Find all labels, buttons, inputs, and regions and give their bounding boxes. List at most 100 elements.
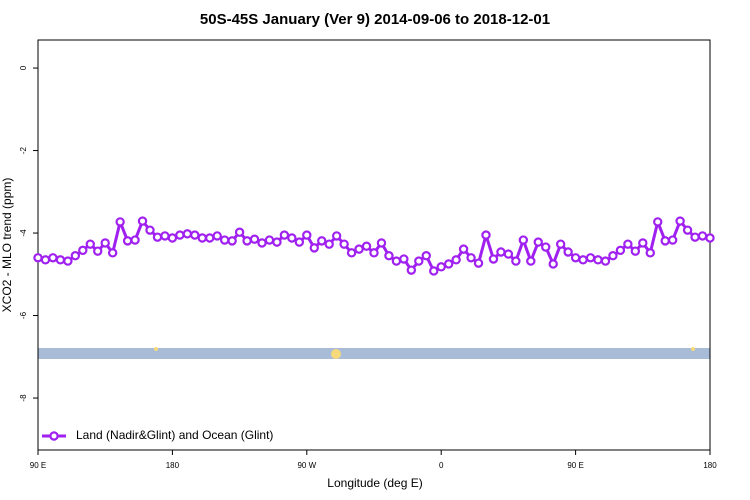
- data-point: [667, 235, 678, 245]
- data-point: [302, 230, 312, 240]
- data-point: [70, 251, 81, 261]
- data-point: [100, 238, 110, 248]
- data-point: [526, 256, 536, 266]
- data-point: [555, 239, 566, 249]
- data-point: [122, 236, 133, 246]
- data-point: [167, 233, 178, 243]
- data-point: [563, 247, 573, 257]
- data-point: [369, 248, 379, 258]
- data-point: [324, 239, 334, 249]
- data-point: [414, 256, 424, 266]
- data-point: [443, 259, 454, 269]
- data-point: [33, 253, 43, 263]
- data-point: [361, 241, 372, 251]
- data-point: [638, 238, 648, 248]
- y-tick-label: 0: [19, 65, 28, 70]
- data-point: [421, 251, 431, 261]
- data-point: [354, 244, 364, 254]
- data-point: [429, 266, 439, 276]
- y-tick-label: -2: [19, 146, 28, 154]
- data-point: [436, 262, 446, 272]
- x-tick-label: 90 E: [567, 461, 583, 470]
- data-point: [205, 233, 215, 243]
- data-point: [249, 234, 260, 244]
- data-point: [391, 256, 402, 266]
- data-point: [541, 242, 551, 252]
- data-point: [451, 255, 461, 265]
- data-point: [645, 248, 655, 258]
- data-point: [152, 232, 163, 242]
- x-tick-label: 180: [166, 461, 180, 470]
- data-point: [331, 231, 342, 241]
- x-tick-label: 180: [703, 461, 717, 470]
- data-point: [481, 230, 491, 240]
- x-tick-label: 0: [439, 461, 444, 470]
- data-point: [660, 236, 670, 246]
- data-point: [190, 230, 200, 240]
- data-point: [242, 236, 252, 246]
- data-point: [287, 233, 297, 243]
- data-point: [234, 227, 245, 237]
- data-point: [682, 225, 693, 235]
- data-point: [578, 255, 588, 265]
- surface-band: [38, 348, 710, 359]
- data-point: [548, 259, 558, 269]
- surface-spot: [154, 347, 158, 351]
- data-point: [585, 253, 596, 263]
- data-point: [690, 232, 700, 242]
- plot-frame: [37, 39, 711, 451]
- data-point: [533, 237, 543, 247]
- surface-spot: [691, 347, 695, 351]
- legend-marker: [49, 431, 59, 441]
- surface-spot: [331, 349, 341, 359]
- y-tick-label: -4: [19, 229, 28, 237]
- data-point: [63, 256, 73, 266]
- data-point: [145, 225, 155, 235]
- data-point: [458, 244, 469, 254]
- data-point: [264, 235, 275, 245]
- data-point: [653, 217, 663, 227]
- data-point: [227, 236, 237, 246]
- data-point: [219, 235, 230, 245]
- data-point: [608, 251, 618, 261]
- data-point: [107, 248, 118, 258]
- data-point: [317, 236, 327, 246]
- x-tick-label: 90 W: [297, 461, 316, 470]
- data-point: [339, 239, 349, 249]
- chart-title: 50S-45S January (Ver 9) 2014-09-06 to 20…: [200, 11, 550, 28]
- data-point: [115, 217, 125, 227]
- legend-label: Land (Nadir&Glint) and Ocean (Glint): [76, 428, 273, 442]
- data-point: [466, 253, 476, 263]
- x-axis-label: Longitude (deg E): [327, 476, 422, 490]
- data-point: [503, 249, 514, 259]
- data-point: [175, 230, 185, 240]
- data-point: [675, 216, 685, 226]
- data-point: [309, 243, 319, 253]
- data-point: [399, 254, 409, 264]
- data-point: [93, 246, 103, 256]
- data-point: [376, 238, 387, 248]
- y-tick-label: -8: [19, 394, 28, 402]
- data-point: [257, 238, 267, 248]
- data-point: [160, 231, 170, 241]
- data-point: [384, 251, 394, 261]
- data-point: [272, 237, 282, 247]
- data-point: [48, 253, 58, 263]
- y-tick-label: -6: [19, 311, 28, 319]
- data-point: [279, 230, 290, 240]
- data-point: [496, 247, 506, 257]
- data-point: [346, 248, 357, 258]
- data-point: [473, 258, 484, 268]
- data-point: [40, 255, 51, 265]
- data-point: [630, 246, 641, 256]
- data-point: [705, 233, 715, 243]
- data-point: [294, 237, 305, 247]
- data-point: [130, 235, 140, 245]
- data-point: [697, 231, 708, 241]
- data-point: [615, 245, 626, 256]
- data-point: [85, 239, 95, 249]
- data-point: [600, 256, 611, 266]
- data-point: [55, 255, 66, 265]
- data-point: [511, 256, 521, 266]
